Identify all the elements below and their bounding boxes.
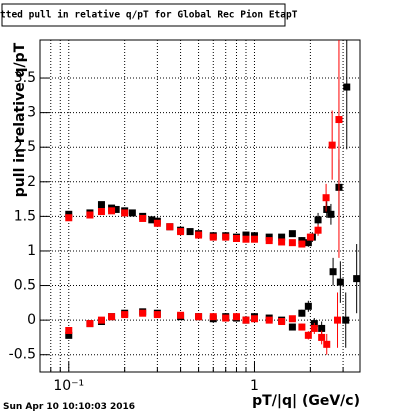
marker — [250, 235, 258, 243]
marker — [335, 116, 343, 124]
y-tick-label: 1.5 — [14, 208, 36, 224]
marker — [97, 208, 105, 216]
marker — [139, 309, 147, 317]
marker — [209, 233, 217, 241]
marker — [108, 313, 116, 321]
marker — [97, 316, 105, 324]
marker — [306, 233, 314, 241]
marker — [314, 226, 322, 234]
marker — [250, 315, 258, 323]
marker — [232, 235, 240, 243]
marker — [195, 313, 203, 321]
marker — [343, 83, 351, 91]
marker — [265, 316, 273, 324]
marker — [195, 231, 203, 239]
marker — [353, 275, 361, 283]
marker — [86, 320, 94, 328]
marker — [304, 302, 312, 310]
y-tick-label: 1 — [27, 243, 36, 259]
marker — [153, 311, 161, 319]
marker — [177, 228, 185, 236]
marker — [209, 313, 217, 321]
marker — [328, 141, 336, 149]
marker — [65, 331, 73, 339]
marker — [329, 268, 337, 276]
marker — [121, 311, 129, 319]
chart-title: Fitted pull in relative q/pT for Global … — [0, 10, 298, 21]
marker — [323, 340, 331, 348]
marker — [322, 194, 330, 202]
x-tick-label: 10⁻¹ — [53, 378, 84, 394]
marker — [298, 323, 306, 331]
marker — [112, 205, 120, 213]
marker — [323, 205, 331, 213]
marker — [304, 239, 312, 247]
y-tick-label: 0 — [27, 312, 36, 328]
marker — [97, 201, 105, 209]
marker — [288, 239, 296, 247]
marker — [314, 216, 322, 224]
marker — [86, 211, 94, 219]
marker — [108, 207, 116, 215]
marker — [166, 223, 174, 231]
marker — [153, 219, 161, 227]
marker — [121, 209, 129, 217]
marker — [232, 313, 240, 321]
y-tick-label: 3 — [27, 105, 36, 121]
marker — [336, 278, 344, 286]
marker — [148, 216, 156, 224]
marker — [222, 314, 230, 322]
marker — [288, 230, 296, 238]
marker — [298, 240, 306, 248]
date-stamp: Sun Apr 10 10:10:03 2016 — [3, 402, 135, 412]
title-box — [1, 3, 286, 27]
y-tick-label: 3.5 — [14, 70, 36, 86]
marker — [278, 233, 286, 241]
marker — [265, 237, 273, 245]
marker — [278, 238, 286, 246]
marker — [298, 309, 306, 317]
plot-frame — [39, 39, 361, 373]
marker — [304, 331, 312, 339]
marker — [186, 228, 194, 236]
marker — [342, 316, 350, 324]
marker — [310, 324, 318, 332]
marker — [288, 315, 296, 323]
marker — [139, 214, 147, 222]
marker — [327, 210, 335, 218]
marker — [278, 318, 286, 326]
marker — [334, 316, 342, 324]
marker — [222, 233, 230, 241]
marker — [65, 214, 73, 222]
y-tick-label: 2.5 — [14, 139, 36, 155]
x-axis-label: pT/|q| (GeV/c) — [252, 393, 360, 409]
y-axis-label: pull in relative q/pT — [12, 42, 28, 197]
y-tick-label: 0.5 — [14, 278, 36, 294]
y-tick-label: -0.5 — [9, 347, 36, 363]
marker — [318, 324, 326, 332]
marker — [177, 311, 185, 319]
marker — [288, 323, 296, 331]
y-tick-label: 2 — [27, 174, 36, 190]
marker — [242, 231, 250, 239]
marker — [128, 209, 136, 217]
marker — [242, 235, 250, 243]
marker — [318, 333, 326, 341]
marker — [242, 316, 250, 324]
marker — [65, 327, 73, 334]
x-tick-label: 1 — [250, 378, 259, 394]
